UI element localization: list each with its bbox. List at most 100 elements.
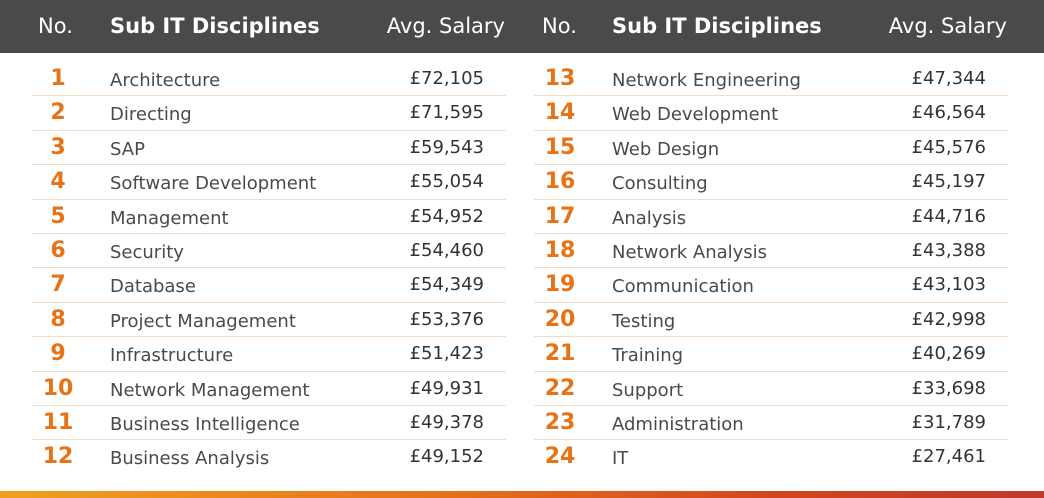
header-no-left: No. — [38, 14, 73, 38]
rank-number: 22 — [544, 375, 576, 401]
discipline-name: Web Design — [612, 138, 720, 160]
rank-number: 9 — [50, 341, 66, 367]
discipline-name: Architecture — [110, 70, 221, 91]
table-column-left: 1 Architecture £72,105 2 Directing £71,595 3 SA… — [32, 62, 506, 475]
average-salary: £55,054 — [409, 171, 484, 193]
table-row: 21 Training £40,269 — [534, 337, 1008, 372]
header-no-right: No. — [542, 14, 577, 38]
rank-number: 21 — [544, 341, 576, 367]
rank-number: 1 — [50, 66, 66, 91]
rank-number: 3 — [50, 134, 66, 160]
average-salary: £47,344 — [911, 68, 986, 89]
table-row: 5 Management £54,952 — [32, 200, 506, 234]
discipline-name: Directing — [110, 104, 192, 126]
average-salary: £54,460 — [409, 239, 484, 261]
table-row: 18 Network Analysis £43,388 — [534, 234, 1008, 269]
average-salary: £51,423 — [409, 343, 484, 365]
average-salary: £54,349 — [409, 274, 484, 296]
bottom-gradient-bar — [0, 491, 1044, 498]
rank-number: 18 — [544, 237, 576, 263]
average-salary: £44,716 — [911, 205, 986, 227]
rank-number: 7 — [50, 272, 66, 298]
average-salary: £45,197 — [911, 171, 986, 193]
table-row: 24 IT £27,461 — [534, 440, 1008, 474]
average-salary: £43,388 — [911, 239, 986, 261]
table-row: 9 Infrastructure £51,423 — [32, 337, 506, 372]
discipline-name: Database — [110, 276, 196, 298]
average-salary: £72,105 — [409, 68, 484, 89]
discipline-name: Security — [110, 241, 184, 263]
discipline-name: Infrastructure — [110, 345, 234, 367]
average-salary: £42,998 — [911, 308, 986, 330]
discipline-name: Project Management — [110, 310, 296, 332]
average-salary: £49,378 — [409, 411, 484, 433]
header-salary-left: Avg. Salary — [386, 14, 505, 38]
discipline-name: Testing — [612, 310, 676, 332]
table-row: 2 Directing £71,595 — [32, 96, 506, 131]
average-salary: £31,789 — [911, 411, 986, 433]
average-salary: £33,698 — [911, 377, 986, 399]
table-row: 7 Database £54,349 — [32, 268, 506, 303]
discipline-name: IT — [612, 448, 629, 470]
discipline-name: Communication — [612, 276, 754, 298]
table-row: 20 Testing £42,998 — [534, 303, 1008, 338]
table-row: 6 Security £54,460 — [32, 234, 506, 269]
rank-number: 23 — [544, 409, 576, 435]
rank-number: 11 — [42, 409, 74, 435]
average-salary: £40,269 — [911, 343, 986, 365]
rank-number: 15 — [544, 134, 576, 160]
average-salary: £54,952 — [409, 205, 484, 227]
average-salary: £46,564 — [911, 102, 986, 124]
rank-number: 20 — [544, 306, 576, 332]
rank-number: 13 — [544, 66, 576, 91]
discipline-name: Network Management — [110, 379, 310, 401]
header-salary-right: Avg. Salary — [888, 14, 1007, 38]
average-salary: £49,152 — [409, 446, 484, 468]
discipline-name: Training — [612, 345, 684, 367]
rank-number: 10 — [42, 375, 74, 401]
discipline-name: Business Analysis — [110, 448, 270, 470]
header-discipline-right: Sub IT Disciplines — [612, 14, 822, 38]
discipline-name: Business Intelligence — [110, 413, 300, 435]
table-row: 13 Network Engineering £47,344 — [534, 62, 1008, 97]
rank-number: 16 — [544, 169, 576, 195]
discipline-name: Web Development — [612, 104, 779, 126]
discipline-name: Management — [110, 207, 229, 229]
table-header: No. Sub IT Disciplines Avg. Salary No. S… — [0, 0, 1044, 53]
table-row: 12 Business Analysis £49,152 — [32, 440, 506, 474]
average-salary: £49,931 — [409, 377, 484, 399]
rank-number: 12 — [42, 444, 74, 470]
table-row: 3 SAP £59,543 — [32, 131, 506, 166]
table-row: 4 Software Development £55,054 — [32, 165, 506, 200]
table-row: 22 Support £33,698 — [534, 372, 1008, 406]
table-row: 16 Consulting £45,197 — [534, 165, 1008, 200]
average-salary: £45,576 — [911, 136, 986, 158]
rank-number: 4 — [50, 169, 66, 195]
rank-number: 2 — [50, 100, 66, 126]
average-salary: £59,543 — [409, 136, 484, 158]
table-row: 8 Project Management £53,376 — [32, 303, 506, 338]
discipline-name: Support — [612, 379, 684, 401]
table-row: 11 Business Intelligence £49,378 — [32, 406, 506, 441]
table-column-right: 13 Network Engineering £47,344 14 Web Develo… — [534, 62, 1008, 475]
discipline-name: Administration — [612, 413, 744, 435]
average-salary: £27,461 — [911, 446, 986, 468]
discipline-name: Analysis — [612, 207, 687, 229]
discipline-name: Network Engineering — [612, 70, 801, 91]
average-salary: £53,376 — [409, 308, 484, 330]
table-row: 1 Architecture £72,105 — [32, 62, 506, 97]
header-discipline-left: Sub IT Disciplines — [110, 14, 320, 38]
table-row: 14 Web Development £46,564 — [534, 96, 1008, 131]
rank-number: 24 — [544, 444, 576, 470]
average-salary: £43,103 — [911, 274, 986, 296]
table-row: 15 Web Design £45,576 — [534, 131, 1008, 166]
discipline-name: Consulting — [612, 173, 708, 195]
table-row: 23 Administration £31,789 — [534, 406, 1008, 441]
discipline-name: Network Analysis — [612, 241, 768, 263]
discipline-name: SAP — [110, 138, 145, 160]
table-row: 19 Communication £43,103 — [534, 268, 1008, 303]
table-row: 17 Analysis £44,716 — [534, 200, 1008, 234]
rank-number: 8 — [50, 306, 66, 332]
table-row: 10 Network Management £49,931 — [32, 372, 506, 406]
rank-number: 5 — [50, 203, 66, 229]
